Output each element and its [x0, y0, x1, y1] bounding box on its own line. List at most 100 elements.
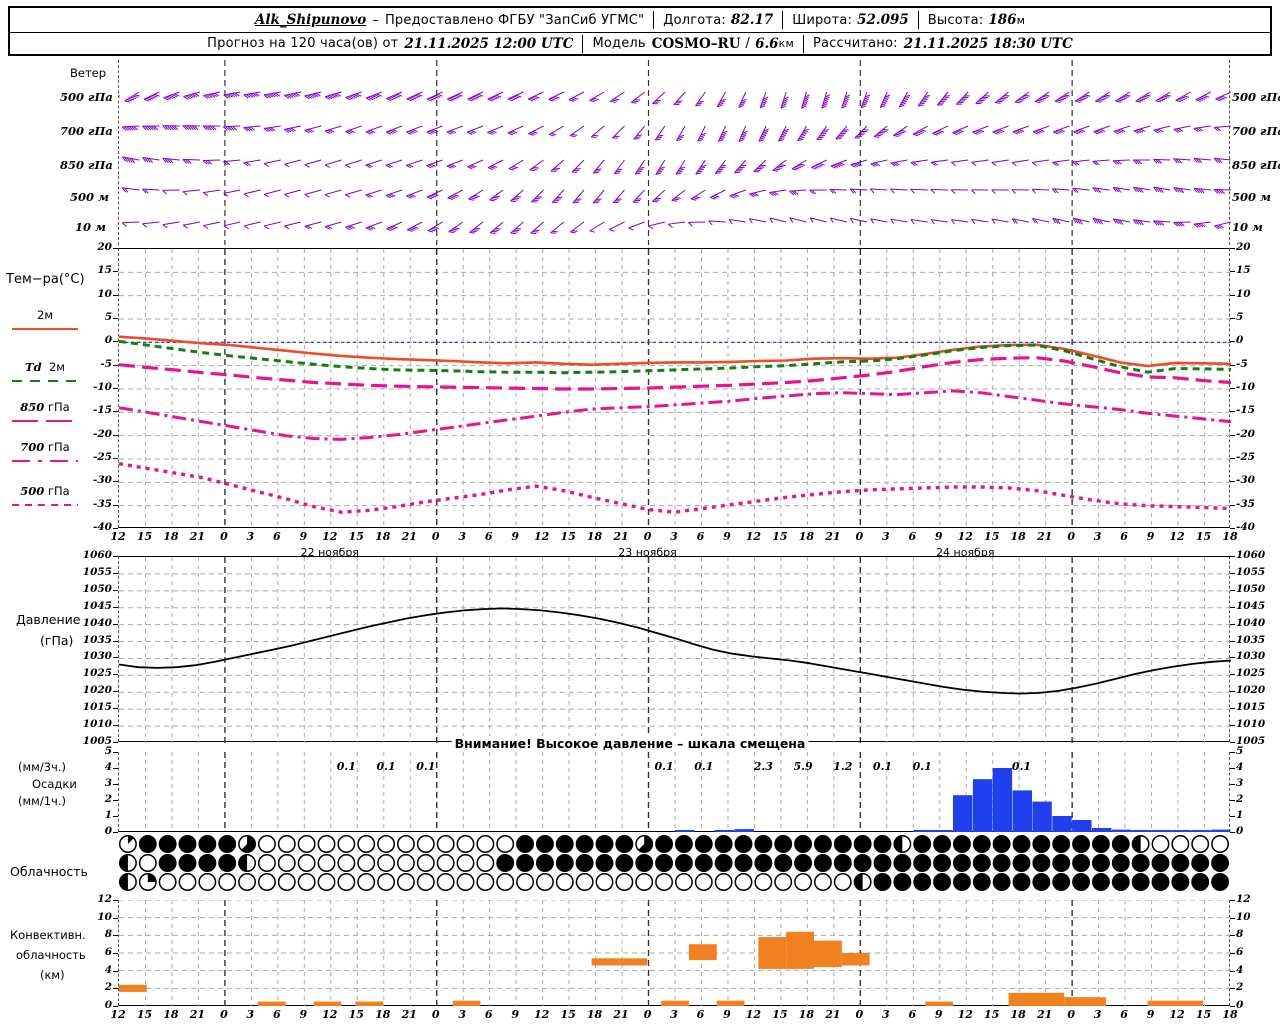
conv-time-tick-20: 0 [643, 1008, 652, 1021]
axis-tick [1230, 271, 1235, 273]
time-tick-37: 3 [1093, 530, 1102, 543]
axis-tick-label: 1045 [82, 599, 112, 612]
axis-tick [1230, 752, 1235, 753]
axis-tick [1230, 1006, 1235, 1007]
axis-tick-label: -10 [1236, 381, 1255, 393]
axis-tick-label: 20 [97, 241, 112, 253]
precip-title-3h: (мм/3ч.) [18, 760, 66, 774]
time-tick-6: 6 [273, 530, 281, 543]
model-label: Модель [592, 36, 646, 51]
time-tick-11: 21 [401, 530, 417, 543]
axis-tick-label: 1060 [82, 549, 112, 561]
header-row-station: Alk_Shipunovo – Предоставлено ФГБУ "ЗапС… [10, 8, 1270, 32]
forecast-label: Прогноз на 120 часа(ов) от [207, 36, 399, 51]
time-tick-38: 6 [1120, 530, 1128, 543]
day-label-0: 22 ноября [300, 546, 360, 559]
conv-time-tick-22: 6 [696, 1008, 705, 1021]
conv-time-tick-37: 3 [1093, 1008, 1102, 1021]
cloud-symbols-svg [118, 835, 1230, 891]
conv-time-tick-38: 6 [1120, 1008, 1128, 1021]
axis-tick [1230, 935, 1235, 937]
model-slash: / [745, 36, 751, 51]
axis-tick-label: 1020 [1236, 684, 1266, 697]
axis-tick [1230, 434, 1235, 436]
conv-time-tick-7: 9 [299, 1008, 308, 1021]
axis-tick-label: 2 [1236, 793, 1244, 805]
day-label-1: 23 ноября [618, 546, 677, 559]
axis-tick [113, 434, 118, 436]
conv-time-tick-2: 18 [163, 1008, 179, 1021]
axis-tick [1230, 589, 1235, 591]
axis-tick [1230, 832, 1235, 833]
legend-line-0 [12, 328, 78, 330]
pressure-plot-area [118, 556, 1231, 743]
model-name: COSMO–RU [651, 35, 741, 52]
axis-tick-label: 1055 [82, 565, 112, 578]
axis-tick-label: 6 [1236, 946, 1244, 958]
wind-level-500m-right: 500 м [1232, 190, 1271, 204]
time-tick-19: 21 [613, 530, 629, 543]
time-tick-1: 15 [136, 530, 153, 543]
conv-time-tick-30: 6 [908, 1008, 917, 1021]
time-tick-12: 0 [431, 530, 440, 543]
axis-tick-label: -30 [93, 474, 112, 487]
time-tick-25: 15 [772, 530, 788, 543]
axis-tick-label: 10 [1236, 287, 1251, 300]
conv-time-tick-26: 18 [798, 1008, 815, 1021]
cloudiness-title: Облачность [10, 864, 88, 879]
axis-tick-label: 10 [97, 287, 112, 300]
precip-label-4: 0.1 [694, 760, 714, 773]
conv-time-tick-24: 12 [745, 1008, 762, 1021]
conv-time-tick-8: 12 [322, 1008, 338, 1021]
wind-level-500hpa: 500 гПа [60, 90, 113, 104]
axis-tick-label: 1010 [82, 718, 112, 731]
axis-tick [113, 1006, 118, 1007]
axis-tick [113, 606, 118, 608]
axis-tick [113, 970, 118, 972]
time-tick-30: 6 [908, 530, 917, 543]
axis-tick [1230, 970, 1235, 972]
axis-tick [113, 318, 118, 319]
pressure-title-line1: Давление [16, 612, 81, 627]
axis-tick [113, 504, 118, 506]
precipitation-bars-svg [144, 752, 1231, 832]
time-tick-14: 6 [484, 530, 493, 543]
time-tick-32: 12 [957, 530, 973, 543]
axis-tick [113, 935, 118, 937]
axis-tick-label: 0 [1236, 334, 1244, 347]
axis-tick [1230, 504, 1235, 506]
axis-tick-label: 1030 [1236, 650, 1266, 663]
axis-tick-label: 1005 [1236, 735, 1266, 747]
axis-tick-label: -15 [1236, 404, 1255, 417]
axis-tick-label: 5 [1236, 311, 1244, 323]
axis-tick-label: 3 [104, 777, 112, 789]
conv-time-tick-39: 9 [1146, 1008, 1155, 1021]
axis-tick [1230, 364, 1235, 366]
legend-label-0: 2м [37, 308, 53, 322]
precip-label-6: 5.9 [793, 760, 813, 773]
time-tick-28: 0 [855, 530, 864, 543]
axis-tick-label: 4 [1236, 761, 1244, 773]
conv-time-tick-27: 21 [825, 1008, 841, 1021]
precip-title-1h: (мм/1ч.) [18, 794, 66, 808]
divider [782, 11, 784, 29]
axis-tick-label: 0 [104, 999, 112, 1011]
conv-title-line3: (км) [40, 968, 65, 982]
time-tick-24: 12 [745, 530, 762, 543]
longitude-value: 82.17 [730, 12, 774, 28]
axis-tick [1230, 606, 1235, 608]
conv-time-tick-13: 3 [458, 1008, 467, 1021]
conv-time-tick-35: 21 [1037, 1008, 1053, 1021]
axis-tick [113, 341, 118, 343]
conv-time-tick-29: 3 [881, 1008, 890, 1021]
conv-time-tick-18: 18 [586, 1008, 603, 1021]
axis-tick [113, 623, 118, 625]
station-name: Alk_Shipunovo [254, 12, 367, 28]
legend-label-2: 850 гПа [20, 400, 70, 414]
precip-label-0: 0.1 [336, 760, 356, 773]
axis-tick-label: 15 [1236, 264, 1251, 277]
legend-line-4 [12, 504, 78, 507]
time-tick-0: 12 [110, 530, 126, 543]
time-tick-20: 0 [643, 530, 652, 543]
